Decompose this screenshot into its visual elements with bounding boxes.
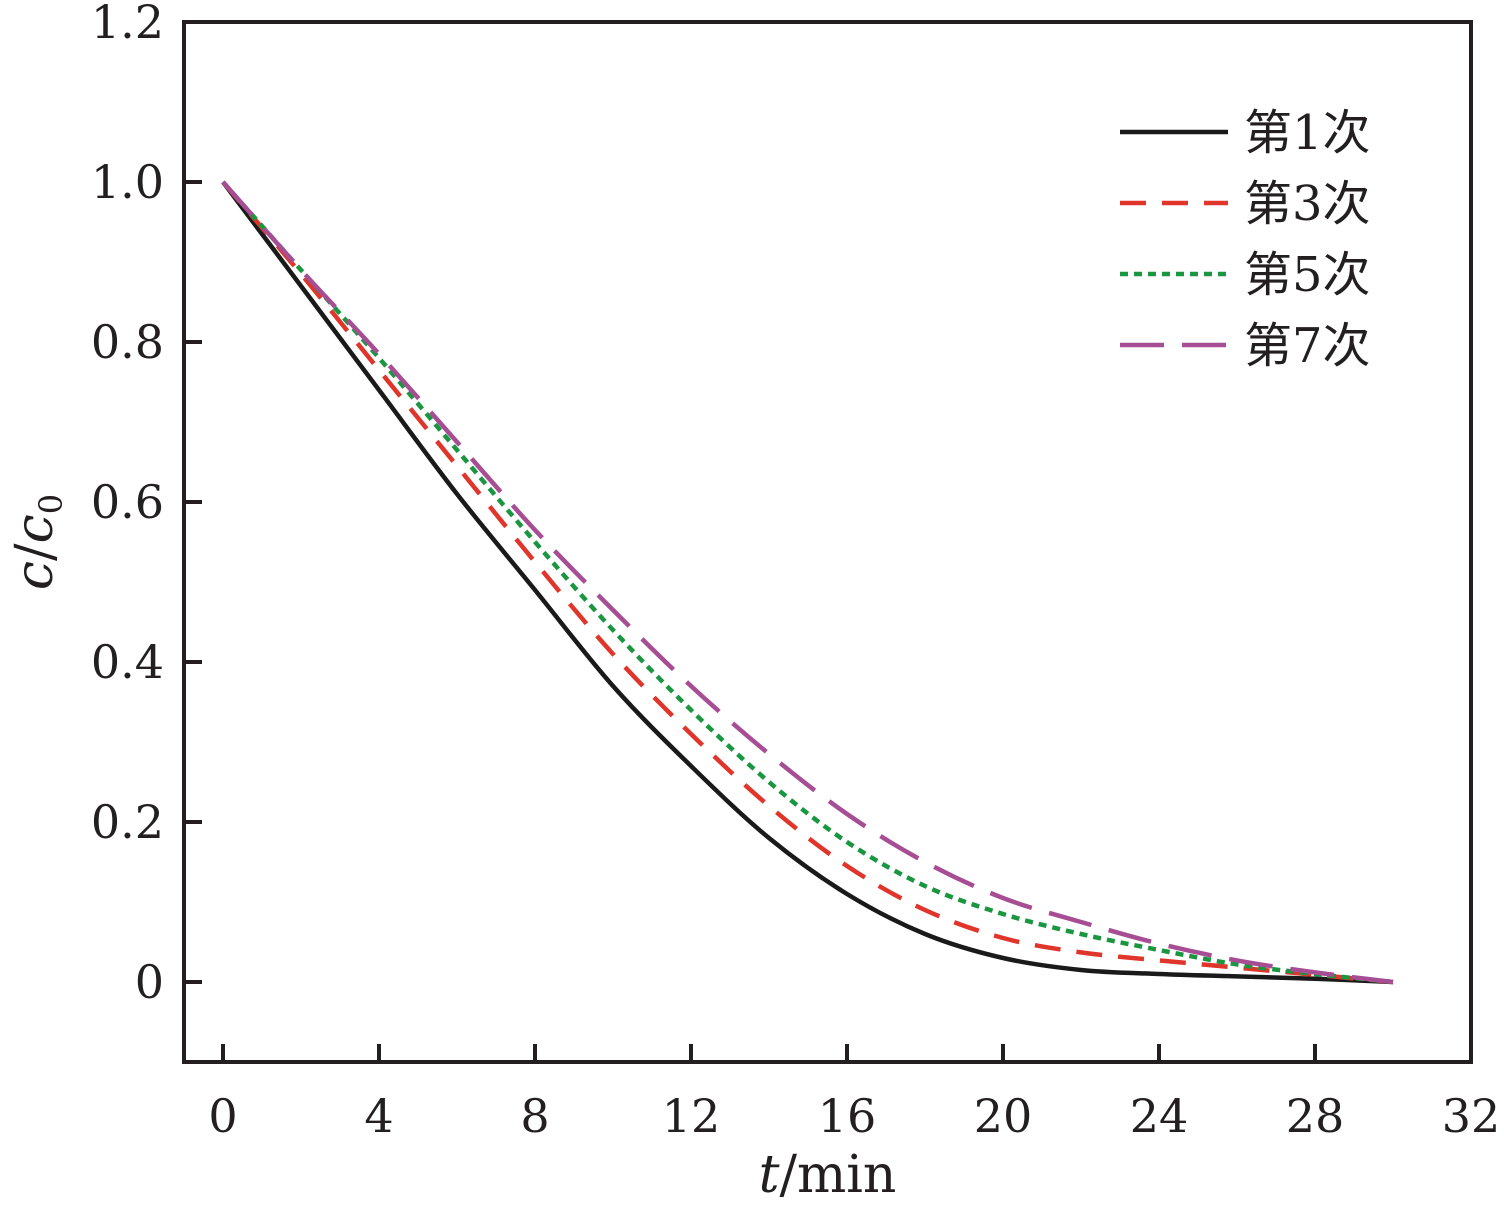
y-tick-label: 0 bbox=[135, 955, 164, 1009]
x-tick-label: 4 bbox=[364, 1089, 393, 1143]
ticks-layer: 0 4 8 12 16 20 24 28 32 0 0.2 0.4 0.6 0.8 1.0 1.2 bbox=[91, 0, 1500, 1143]
legend-label: 第5次 bbox=[1244, 247, 1371, 303]
y-tick-label: 1.0 bbox=[91, 155, 164, 209]
legend-label: 第3次 bbox=[1244, 176, 1371, 232]
x-axis-unit: /min bbox=[779, 1145, 896, 1205]
series-line-2 bbox=[221, 180, 1394, 985]
plot-frame bbox=[182, 20, 1473, 1064]
legend-label: 第7次 bbox=[1244, 318, 1371, 374]
y-tick-label: 0.6 bbox=[91, 475, 164, 529]
y-axis-variable: c bbox=[5, 561, 65, 590]
y-axis-title: c/c0 bbox=[5, 494, 70, 590]
series-layer bbox=[221, 180, 1394, 985]
x-tick-label: 32 bbox=[1442, 1089, 1501, 1143]
x-tick-label: 8 bbox=[520, 1089, 549, 1143]
series-line-4 bbox=[221, 180, 1394, 985]
series-line-3 bbox=[221, 180, 1394, 985]
y-tick-label: 0.4 bbox=[91, 635, 164, 689]
x-axis-title: t/min bbox=[759, 1145, 897, 1205]
x-tick-label: 16 bbox=[818, 1089, 877, 1143]
y-axis-variable-2: c bbox=[5, 514, 65, 543]
y-tick-label: 0.2 bbox=[91, 795, 164, 849]
x-tick-label: 12 bbox=[662, 1089, 721, 1143]
x-tick-label: 28 bbox=[1286, 1089, 1345, 1143]
y-axis-subscript: 0 bbox=[32, 494, 70, 514]
series-line-1 bbox=[221, 180, 1394, 985]
x-axis-variable: t bbox=[759, 1145, 780, 1205]
x-tick-label: 0 bbox=[208, 1089, 237, 1143]
legend-label: 第1次 bbox=[1244, 105, 1371, 161]
y-tick-label: 0.8 bbox=[91, 315, 164, 369]
y-tick-label: 1.2 bbox=[91, 0, 164, 49]
x-tick-label: 20 bbox=[974, 1089, 1033, 1143]
y-axis-separator: / bbox=[5, 543, 65, 561]
x-tick-label: 24 bbox=[1130, 1089, 1189, 1143]
